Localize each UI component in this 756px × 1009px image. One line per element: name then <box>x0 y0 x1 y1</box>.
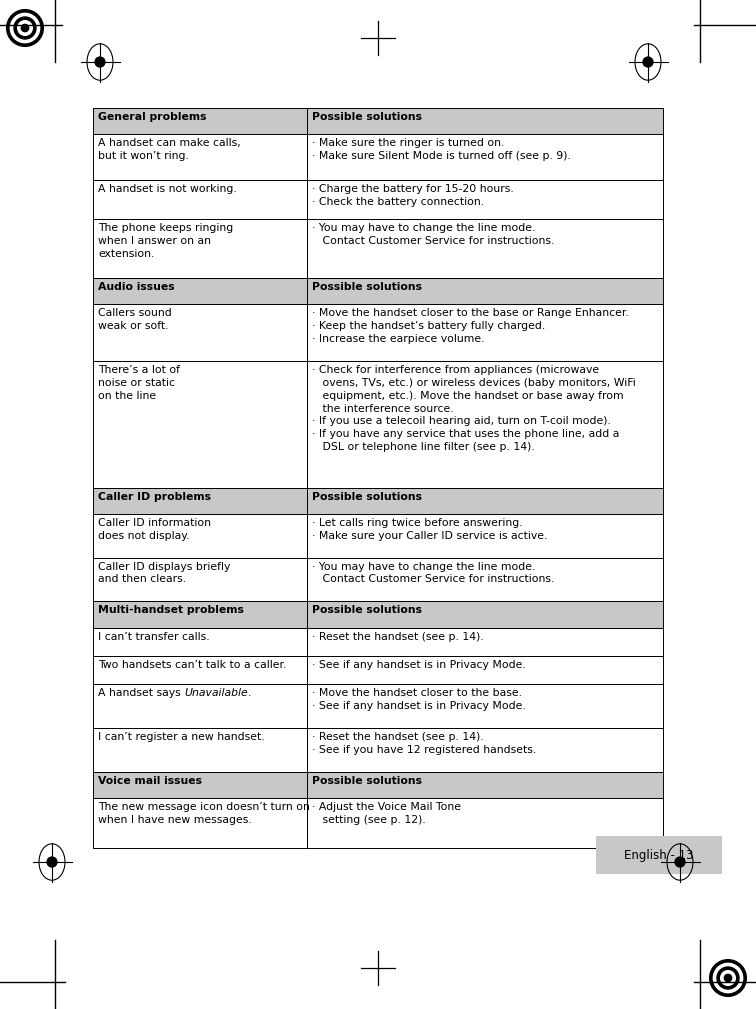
Text: The new message icon doesn’t turn on
when I have new messages.: The new message icon doesn’t turn on whe… <box>98 802 310 824</box>
Bar <box>307 798 663 848</box>
Bar <box>307 656 663 684</box>
Text: Possible solutions: Possible solutions <box>312 776 422 786</box>
Bar <box>93 798 307 848</box>
Text: · You may have to change the line mode.
   Contact Customer Service for instruct: · You may have to change the line mode. … <box>312 562 554 584</box>
Bar <box>307 558 663 601</box>
Circle shape <box>717 967 739 989</box>
Text: Possible solutions: Possible solutions <box>312 605 422 615</box>
Bar <box>307 180 663 219</box>
Circle shape <box>710 960 746 996</box>
Bar <box>307 278 663 305</box>
Text: Callers sound
weak or soft.: Callers sound weak or soft. <box>98 309 172 331</box>
Circle shape <box>7 10 43 46</box>
Bar <box>307 134 663 180</box>
Circle shape <box>720 971 736 986</box>
Text: A handset can make calls,
but it won’t ring.: A handset can make calls, but it won’t r… <box>98 138 240 161</box>
Circle shape <box>714 964 742 993</box>
Bar <box>307 601 663 628</box>
Circle shape <box>706 956 750 1000</box>
Text: A handset is not working.: A handset is not working. <box>98 184 237 194</box>
Text: Multi-handset problems: Multi-handset problems <box>98 605 244 615</box>
Circle shape <box>95 58 105 67</box>
Circle shape <box>21 24 29 31</box>
Bar <box>93 628 307 656</box>
Bar <box>93 601 307 628</box>
Circle shape <box>14 17 36 39</box>
Circle shape <box>675 857 685 867</box>
Text: Possible solutions: Possible solutions <box>312 112 422 122</box>
Circle shape <box>17 20 33 35</box>
Bar <box>93 278 307 305</box>
Text: Audio issues: Audio issues <box>98 283 175 293</box>
Circle shape <box>3 6 47 50</box>
Bar <box>307 305 663 361</box>
Text: A handset says: A handset says <box>98 688 184 698</box>
Text: · See if any handset is in Privacy Mode.: · See if any handset is in Privacy Mode. <box>312 660 525 670</box>
Text: · Let calls ring twice before answering.
· Make sure your Caller ID service is a: · Let calls ring twice before answering.… <box>312 518 547 541</box>
Text: General problems: General problems <box>98 112 206 122</box>
Text: · Make sure the ringer is turned on.
· Make sure Silent Mode is turned off (see : · Make sure the ringer is turned on. · M… <box>312 138 571 161</box>
Bar <box>307 628 663 656</box>
Bar <box>93 180 307 219</box>
Bar <box>596 836 722 874</box>
Bar <box>93 305 307 361</box>
Circle shape <box>11 13 39 42</box>
Text: · Charge the battery for 15-20 hours.
· Check the battery connection.: · Charge the battery for 15-20 hours. · … <box>312 184 514 207</box>
Text: There’s a lot of
noise or static
on the line: There’s a lot of noise or static on the … <box>98 365 180 401</box>
Bar <box>307 108 663 134</box>
Text: · Check for interference from appliances (microwave
   ovens, TVs, etc.) or wire: · Check for interference from appliances… <box>312 365 636 452</box>
Text: · Move the handset closer to the base.
· See if any handset is in Privacy Mode.: · Move the handset closer to the base. ·… <box>312 688 525 711</box>
Text: Caller ID information
does not display.: Caller ID information does not display. <box>98 518 211 541</box>
Bar <box>93 487 307 514</box>
Bar <box>93 361 307 487</box>
Text: · Adjust the Voice Mail Tone
   setting (see p. 12).: · Adjust the Voice Mail Tone setting (se… <box>312 802 461 824</box>
Bar <box>307 219 663 278</box>
Bar <box>93 514 307 558</box>
Bar <box>93 134 307 180</box>
Text: Caller ID problems: Caller ID problems <box>98 491 211 501</box>
Bar <box>93 558 307 601</box>
Bar <box>93 219 307 278</box>
Text: · Move the handset closer to the base or Range Enhancer.
· Keep the handset’s ba: · Move the handset closer to the base or… <box>312 309 629 344</box>
Text: I can’t transfer calls.: I can’t transfer calls. <box>98 632 209 642</box>
Bar <box>307 727 663 772</box>
Circle shape <box>643 58 653 67</box>
Bar <box>307 772 663 798</box>
Bar <box>307 514 663 558</box>
Bar <box>93 656 307 684</box>
Bar <box>307 361 663 487</box>
Text: Possible solutions: Possible solutions <box>312 491 422 501</box>
Text: English - 13: English - 13 <box>624 849 694 862</box>
Text: Two handsets can’t talk to a caller.: Two handsets can’t talk to a caller. <box>98 660 287 670</box>
Circle shape <box>47 857 57 867</box>
Text: I can’t register a new handset.: I can’t register a new handset. <box>98 732 265 742</box>
Text: Voice mail issues: Voice mail issues <box>98 776 202 786</box>
Text: Unavailable: Unavailable <box>184 688 248 698</box>
Bar <box>93 108 307 134</box>
Text: · You may have to change the line mode.
   Contact Customer Service for instruct: · You may have to change the line mode. … <box>312 223 554 246</box>
Bar <box>93 727 307 772</box>
Bar <box>93 684 307 727</box>
Text: Caller ID displays briefly
and then clears.: Caller ID displays briefly and then clea… <box>98 562 231 584</box>
Bar <box>307 684 663 727</box>
Text: · Reset the handset (see p. 14).: · Reset the handset (see p. 14). <box>312 632 484 642</box>
Text: Possible solutions: Possible solutions <box>312 283 422 293</box>
Text: · Reset the handset (see p. 14).
· See if you have 12 registered handsets.: · Reset the handset (see p. 14). · See i… <box>312 732 536 755</box>
Text: .: . <box>248 688 252 698</box>
Bar <box>307 487 663 514</box>
Circle shape <box>724 975 732 982</box>
Text: The phone keeps ringing
when I answer on an
extension.: The phone keeps ringing when I answer on… <box>98 223 234 259</box>
Bar <box>93 772 307 798</box>
